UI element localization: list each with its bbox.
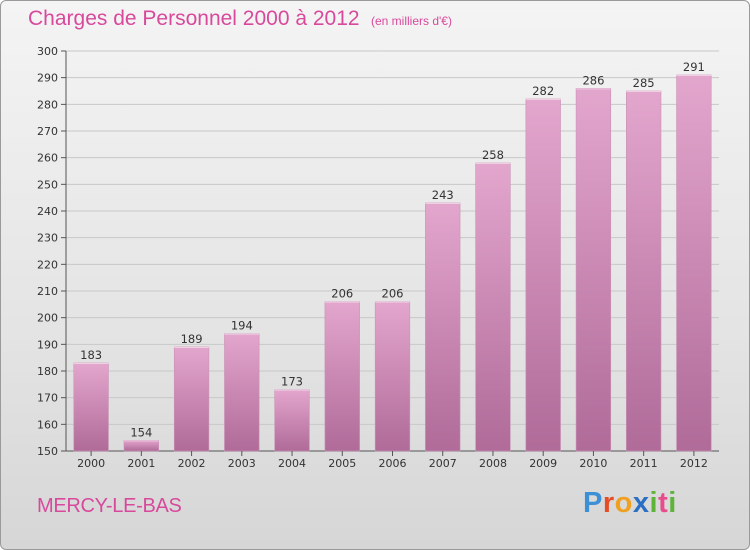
value-label-2003: 194 [231,319,253,333]
y-tick-label: 170 [37,392,58,405]
bar-2008 [475,162,511,452]
x-tick-label-2005: 2005 [328,457,356,470]
y-tick-label: 200 [37,312,58,325]
value-label-2000: 183 [80,348,102,362]
y-tick-label: 290 [37,72,58,85]
value-label-2011: 285 [633,76,655,90]
y-tick-label: 240 [37,205,58,218]
bar-2011 [626,90,662,452]
value-labels: 183 154 189 194 173 206 206 243 258 282 286 285 291 [80,60,705,439]
x-tick-labels: 2000 2001 2002 2003 2004 2005 2006 2007 2008 2009… [77,451,708,470]
x-tick-label-2010: 2010 [579,457,607,470]
y-tick-label: 190 [37,338,58,351]
y-tick-label: 180 [37,365,58,378]
y-tick-label: 220 [37,258,58,271]
value-label-2004: 173 [281,375,303,389]
y-tick-label: 160 [37,418,58,431]
y-tick-label: 210 [37,285,58,298]
y-tick-label: 270 [37,125,58,138]
proxiti-logo: Proxiti [583,487,677,519]
bar-2005 [324,301,360,452]
x-tick-label-2001: 2001 [127,457,155,470]
value-label-2001: 154 [130,425,152,439]
x-tick-label-2000: 2000 [77,457,105,470]
value-label-2010: 286 [582,73,604,87]
y-tick-label: 260 [37,152,58,165]
y-tick-label: 250 [37,178,58,191]
x-tick-label-2006: 2006 [379,457,407,470]
bars [73,74,712,452]
value-label-2009: 282 [532,84,554,98]
chart-subtitle: (en milliers d'€) [371,14,452,28]
bar-2007 [425,202,461,452]
y-tick-labels: 150 160 170 180 190 200 210 220 230 240 250 260 270 2… [37,45,58,458]
y-tick-label: 300 [37,45,58,58]
bar-2001 [123,440,159,452]
x-tick-label-2007: 2007 [429,457,457,470]
value-label-2007: 243 [432,188,454,202]
bar-2012 [676,74,712,452]
bar-2004 [274,389,310,452]
bar-2006 [374,301,411,452]
y-tick-label: 230 [37,232,58,245]
x-tick-label-2009: 2009 [529,457,557,470]
bar-2010 [575,88,612,452]
bar-2003 [224,333,260,452]
value-label-2008: 258 [482,148,504,162]
value-label-2005: 206 [331,287,353,301]
value-label-2006: 206 [382,287,404,301]
x-tick-label-2008: 2008 [479,457,507,470]
value-label-2002: 189 [181,332,203,346]
x-tick-label-2004: 2004 [278,457,306,470]
bar-2009 [525,98,561,452]
y-tick-label: 280 [37,98,58,111]
place-name: MERCY-LE-BAS [37,495,182,517]
chart-title: Charges de Personnel 2000 à 2012 [28,7,360,30]
bar-2002 [173,346,210,452]
x-tick-label-2002: 2002 [178,457,206,470]
x-tick-label-2012: 2012 [680,457,708,470]
x-tick-label-2003: 2003 [228,457,256,470]
y-tick-label: 150 [37,445,58,458]
value-label-2012: 291 [683,60,705,74]
bar-2000 [73,362,109,452]
x-tick-label-2011: 2011 [630,457,658,470]
